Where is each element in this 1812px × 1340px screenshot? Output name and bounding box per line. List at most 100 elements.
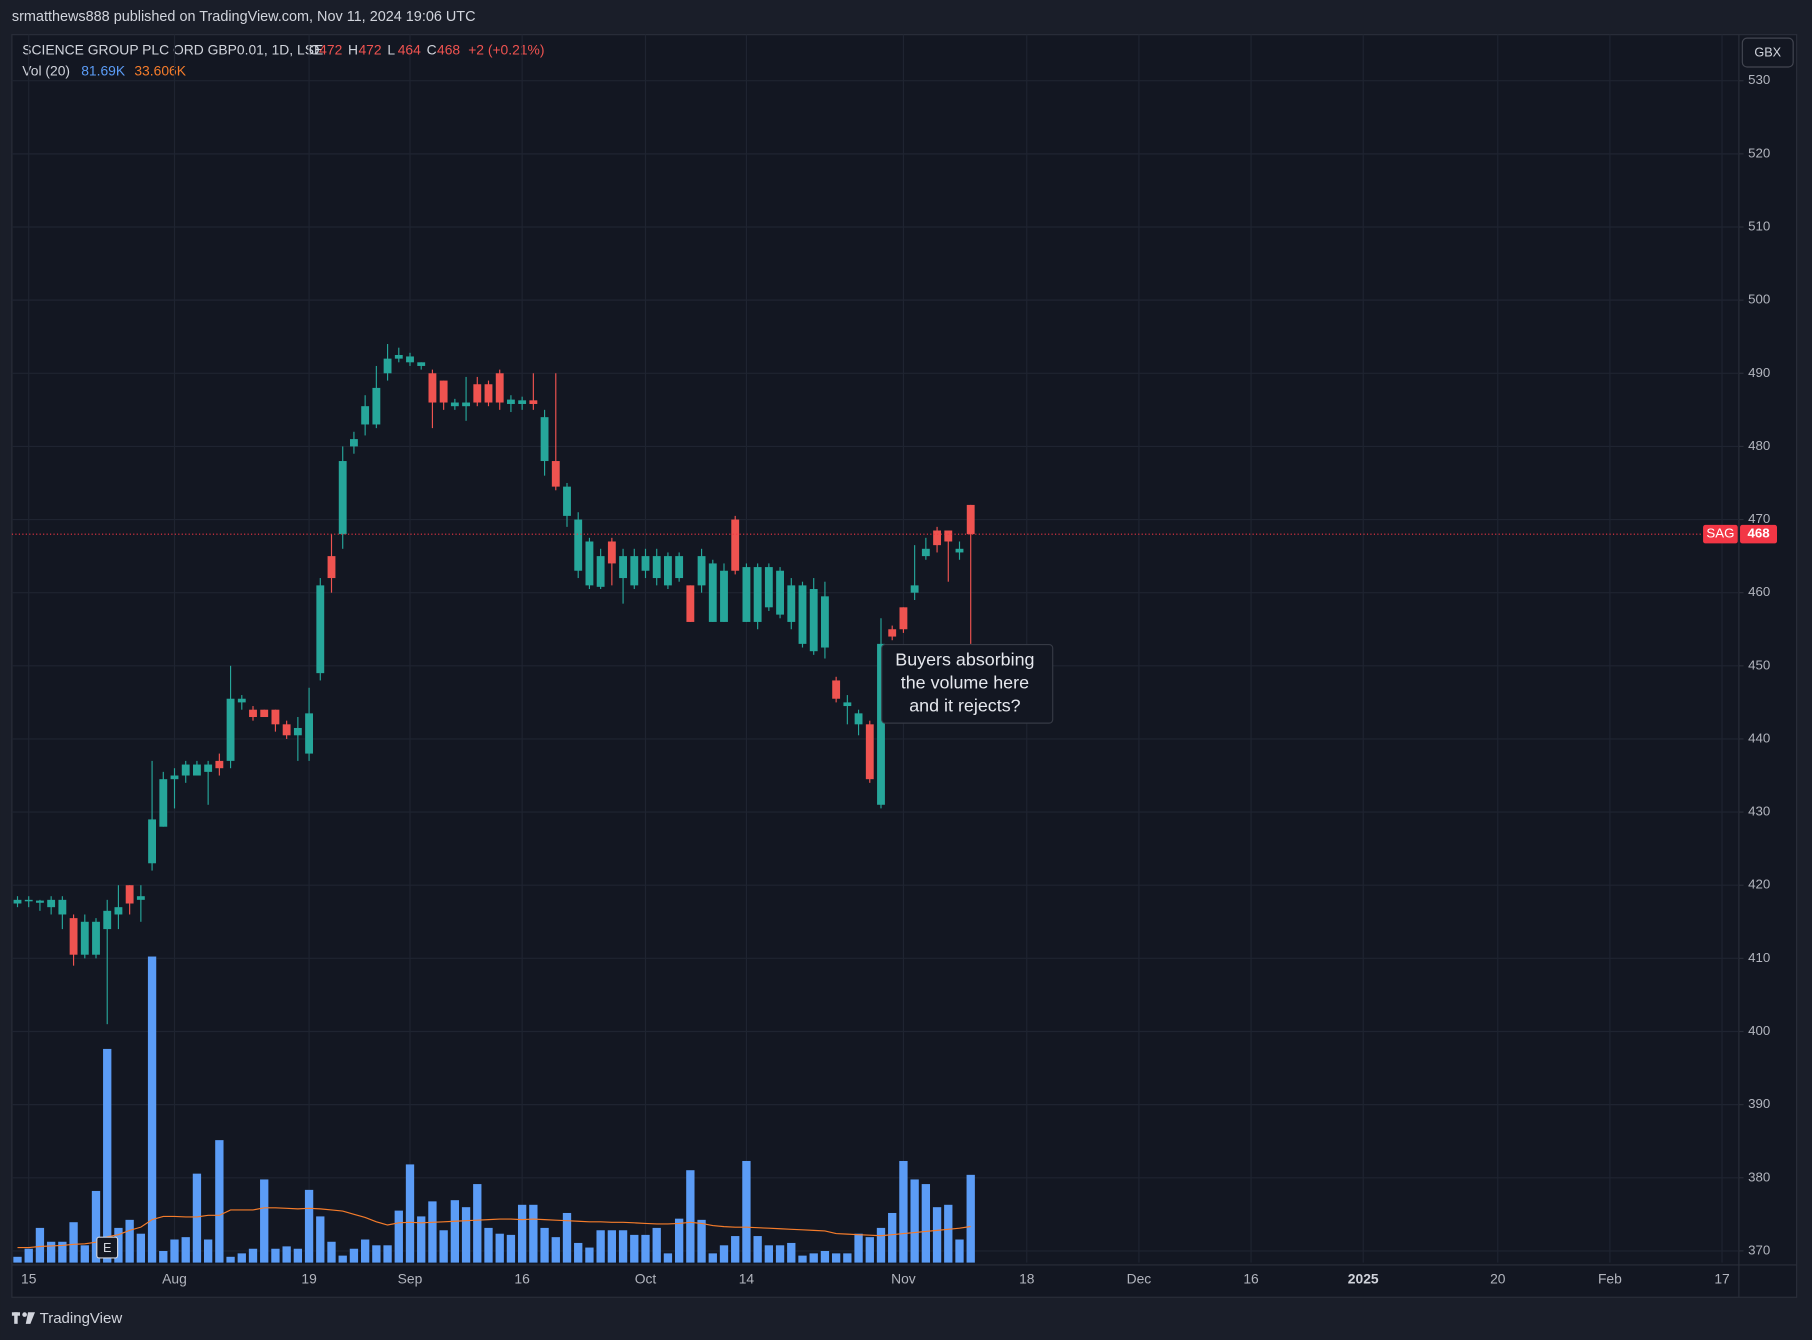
candle-body [776, 570, 784, 615]
candle [910, 545, 919, 600]
candle [764, 563, 773, 611]
annotation-box [881, 644, 1054, 724]
volume-bar [865, 1237, 874, 1263]
candle [596, 548, 605, 590]
candle-body [237, 698, 246, 703]
currency-button[interactable] [1741, 37, 1794, 68]
volume-bar [181, 1237, 190, 1263]
price-label: 468 [1747, 526, 1769, 541]
legend-change: +2 (+0.21%) [468, 41, 544, 57]
volume-bar [304, 1189, 314, 1263]
candle-body [518, 400, 527, 404]
x-tick-label: 20 [1490, 1271, 1506, 1287]
candle [473, 376, 482, 407]
candle [181, 760, 190, 783]
candle [944, 530, 953, 582]
candle [193, 760, 201, 776]
candle-body [305, 713, 313, 754]
volume-bar [607, 1230, 617, 1263]
currency[interactable]: GBX [1754, 45, 1781, 59]
volume-bar [136, 1233, 146, 1263]
candle-body [473, 384, 482, 403]
volume-bar [697, 1219, 706, 1263]
volume-bar [787, 1242, 796, 1263]
grid [11, 34, 1739, 1263]
candle-body [103, 910, 112, 930]
volume-bar [394, 1210, 403, 1263]
candle [271, 709, 280, 732]
candle [809, 578, 818, 655]
x-tick-label: 17 [1714, 1271, 1730, 1287]
candle-body [293, 727, 302, 736]
earnings-marker [96, 1236, 119, 1259]
volume-bar [484, 1227, 493, 1263]
volume-bar [383, 1245, 392, 1263]
x-tick-label: Oct [635, 1271, 657, 1287]
candle [249, 706, 257, 721]
volume-bar [764, 1245, 774, 1263]
y-tick-label: 520 [1748, 145, 1770, 160]
legend-volume-value: 81.69K [81, 62, 126, 78]
candle-body [450, 402, 459, 407]
candle-body [428, 373, 437, 403]
volume-bar [809, 1253, 818, 1263]
candle [383, 344, 392, 381]
candle-body [697, 556, 706, 586]
candle-body [58, 899, 67, 915]
candle-body [675, 556, 684, 579]
legend-key: L [387, 41, 395, 57]
x-tick-label: 19 [301, 1271, 317, 1287]
y-tick-label: 370 [1748, 1242, 1770, 1257]
candle-body [350, 439, 358, 447]
volume-bar [215, 1140, 224, 1263]
volume-bar [876, 1227, 886, 1263]
x-tick-label: Aug [162, 1271, 187, 1287]
volume-bar [260, 1179, 269, 1263]
candle-body [215, 760, 224, 769]
volume-bar [944, 1204, 953, 1263]
candle [529, 373, 538, 410]
candle-body [540, 417, 549, 462]
volume-bar [562, 1212, 572, 1263]
volume-bar [910, 1179, 919, 1263]
earnings-label: E [103, 1241, 111, 1255]
candle-body [877, 643, 885, 805]
candle-body [933, 530, 941, 546]
x-tick-label: 16 [514, 1271, 530, 1287]
volume-bar [248, 1248, 258, 1263]
candle-body [832, 680, 841, 699]
candle [372, 365, 381, 429]
volume-bar [338, 1255, 347, 1263]
volume-bar [843, 1253, 852, 1263]
volume-bar [428, 1201, 437, 1263]
y-tick-label: 470 [1748, 511, 1770, 526]
candle-body [394, 354, 403, 359]
legend-key: H [348, 41, 358, 57]
legend-value: 472 [319, 41, 342, 57]
volume-bar [585, 1247, 594, 1263]
y-tick-label: 430 [1748, 804, 1770, 819]
candle [36, 899, 44, 911]
volume-bar [899, 1160, 908, 1263]
volume-bar [237, 1253, 246, 1263]
x-tick-label: Dec [1127, 1271, 1152, 1287]
y-tick-label: 480 [1748, 438, 1770, 453]
volume-bar [192, 1173, 202, 1263]
volume-bar [686, 1170, 695, 1263]
candle-body [641, 556, 650, 571]
candle-body [596, 556, 605, 587]
candle-body [338, 461, 347, 535]
y-tick-label: 510 [1748, 219, 1770, 234]
candle-body [136, 896, 145, 900]
volume-bar [35, 1227, 45, 1263]
candle [58, 896, 67, 930]
candle-body [753, 567, 762, 622]
candle [215, 753, 224, 776]
candle-body [966, 504, 975, 535]
y-tick-label: 420 [1748, 877, 1770, 892]
candle [69, 914, 78, 966]
legend-value: 464 [398, 41, 421, 57]
legend-key: C [427, 41, 437, 57]
legend-title: SCIENCE GROUP PLC ORD GBP0.01, 1D, LSE [22, 41, 323, 57]
volume-bar [58, 1241, 67, 1263]
